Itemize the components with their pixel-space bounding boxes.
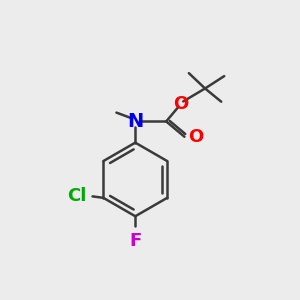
Text: Cl: Cl	[67, 188, 87, 206]
Text: O: O	[188, 128, 203, 146]
Text: F: F	[129, 232, 141, 250]
Text: O: O	[173, 95, 188, 113]
Text: N: N	[127, 112, 143, 131]
